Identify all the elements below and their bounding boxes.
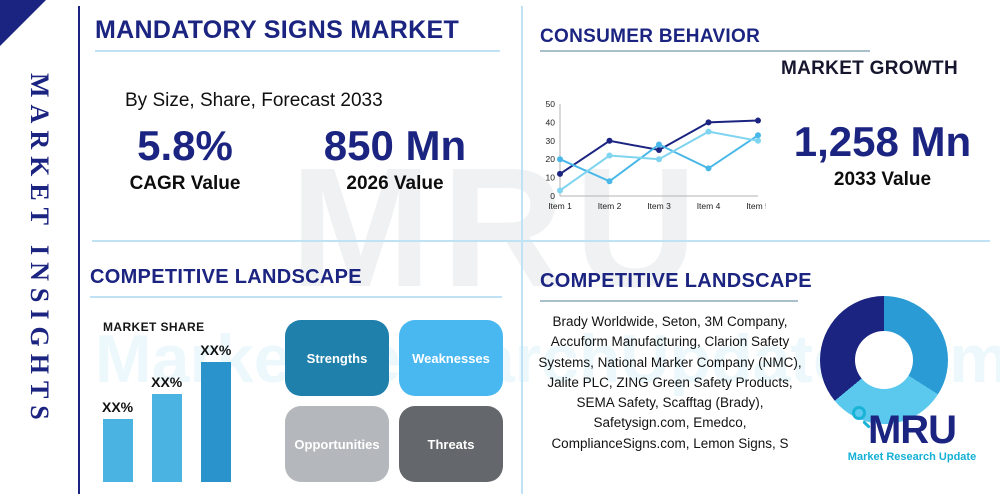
value-2033: 1,258 Mn [793, 118, 972, 165]
swot-opportunities: Opportunities [285, 406, 389, 482]
label-2026: 2026 Value [346, 173, 444, 195]
market-share-bar: XX% [102, 399, 133, 482]
svg-text:Item 1: Item 1 [548, 201, 572, 211]
mru-logo: MRU Market Research Update [832, 406, 992, 463]
logo-text: MRU [867, 408, 957, 452]
swot-strengths: Strengths [285, 320, 389, 396]
donut-chart [820, 296, 948, 424]
center-divider [521, 6, 523, 494]
svg-text:Item 3: Item 3 [647, 201, 671, 211]
svg-text:20: 20 [546, 154, 556, 164]
swot-grid: Strengths Weaknesses Opportunities Threa… [285, 320, 503, 482]
logo-caption: Market Research Update [847, 451, 977, 463]
label-2033: 2033 Value [833, 169, 932, 191]
corner-triangle [0, 0, 46, 46]
cagr-value: 5.8% [137, 122, 233, 169]
competitive-landscape-right-title: COMPETITIVE LANDSCAPE [540, 270, 812, 292]
stat-2033: 1,258 Mn 2033 Value [775, 118, 990, 191]
sidebar-vertical-title: MARKET INSIGHTS [25, 73, 54, 427]
svg-text:0: 0 [550, 191, 555, 201]
donut-hole [855, 331, 913, 389]
swot-weaknesses: Weaknesses [399, 320, 503, 396]
horizontal-divider [92, 240, 990, 242]
svg-text:40: 40 [546, 117, 556, 127]
market-growth-label: MARKET GROWTH [781, 58, 958, 79]
page-title: MANDATORY SIGNS MARKET [95, 16, 460, 44]
sidebar-divider [78, 6, 80, 494]
svg-text:Item 2: Item 2 [598, 201, 622, 211]
competitive-landscape-left-title: COMPETITIVE LANDSCAPE [90, 266, 362, 288]
svg-text:10: 10 [546, 173, 556, 183]
competitive-landscape-right-underline [540, 300, 798, 302]
consumer-behavior-underline [540, 50, 870, 52]
market-share-label: MARKET SHARE [103, 320, 205, 334]
cagr-label: CAGR Value [129, 173, 241, 195]
market-share-bar: XX% [151, 374, 182, 482]
competitive-landscape-left-underline [90, 296, 502, 298]
companies-list: Brady Worldwide, Seton, 3M Company, Accu… [538, 314, 802, 451]
magnifier-icon [851, 406, 866, 420]
line-chart: 0 10 20 30 40 50 Item 1 Item 2 Item 3 Item 4 Item … [546, 99, 766, 211]
market-share-bar: XX% [200, 342, 231, 482]
value-2026: 850 Mn [323, 122, 467, 169]
stat-2026: 850 Mn 2026 Value [300, 122, 490, 195]
swot-threats: Threats [399, 406, 503, 482]
market-share-bar-chart: XX% XX% XX% [102, 338, 282, 482]
consumer-behavior-title: CONSUMER BEHAVIOR [540, 26, 761, 47]
svg-text:30: 30 [546, 136, 556, 146]
svg-text:50: 50 [546, 99, 556, 109]
stat-cagr: 5.8% CAGR Value [100, 122, 270, 195]
svg-text:Item 5: Item 5 [746, 201, 766, 211]
svg-text:Item 4: Item 4 [697, 201, 721, 211]
page-subtitle: By Size, Share, Forecast 2033 [125, 90, 383, 111]
title-underline [95, 50, 500, 52]
